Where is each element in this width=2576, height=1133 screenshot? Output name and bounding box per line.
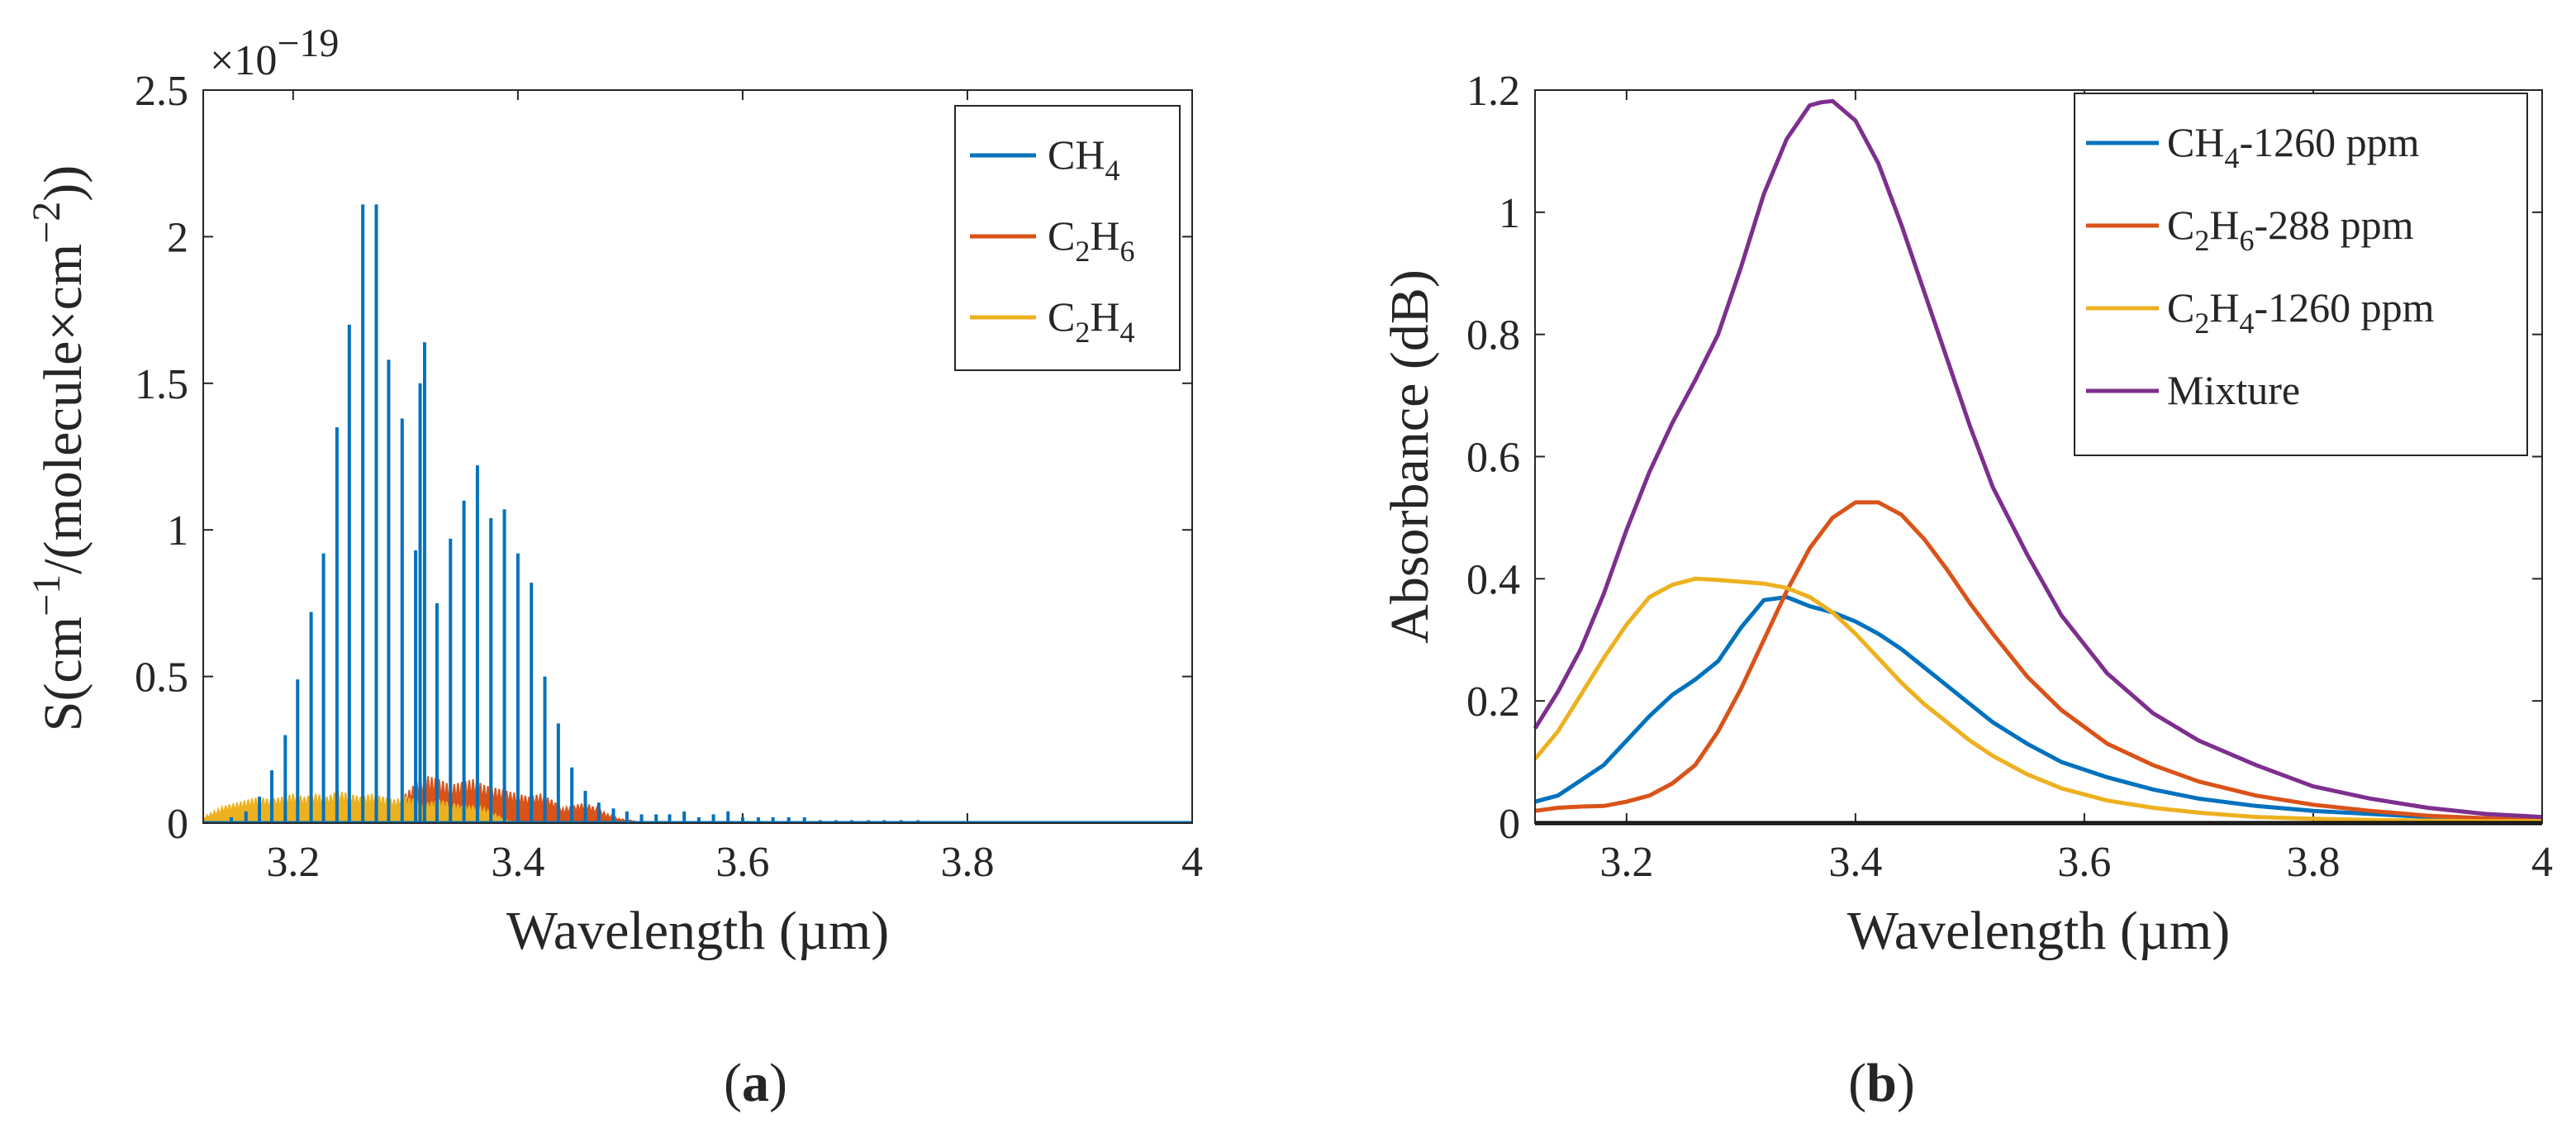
series-line-ch4-1260-ppm — [1534, 595, 2543, 821]
y-tick-label: 0.4 — [1466, 556, 1520, 603]
y-tick-label: 2 — [167, 214, 188, 261]
y-tick-label: 0 — [167, 801, 188, 848]
y-multiplier: ×10−19 — [210, 21, 339, 84]
legend-label-ch4: CH4-1260 ppm — [2167, 119, 2420, 174]
y-axis-ticks: 0 0.5 1 1.5 2 2.5 — [135, 68, 1192, 848]
series-line-mixture — [1533, 98, 2543, 820]
x-tick-label: 3.2 — [1599, 839, 1653, 886]
x-tick-label: 3.4 — [491, 839, 544, 886]
legend-entry-c2h4: C2H4-1260 ppm — [2086, 284, 2435, 340]
legend-entry-mixture: Mixture — [2086, 367, 2300, 413]
legend-label-c2h6: C2H6 — [1048, 212, 1134, 268]
x-tick-label: 4 — [2531, 839, 2553, 886]
x-tick-label: 3.6 — [715, 839, 769, 886]
legend-entry-c2h4: C2H4 — [970, 293, 1134, 349]
y-tick-label: 0 — [1499, 801, 1520, 848]
y-tick-label: 0.2 — [1466, 678, 1520, 726]
y-tick-label: 1 — [1499, 190, 1520, 237]
series-ch4-sticks — [230, 204, 1191, 823]
y-tick-label: 1.5 — [135, 361, 188, 408]
chart-panel-b: 0 0.2 0.4 0.6 0.8 1 1.2 3.2 3.4 3.6 3.8 4 Absorban… — [1380, 68, 2553, 1113]
x-tick-label: 3.8 — [940, 839, 994, 886]
legend: CH4 C2H6 C2H4 — [954, 105, 1181, 371]
legend-entry-ch4: CH4-1260 ppm — [2086, 119, 2420, 174]
x-tick-label: 3.4 — [1828, 839, 1882, 886]
legend-label-c2h4: C2H4 — [1048, 293, 1134, 349]
legend-label-ch4: CH4 — [1048, 131, 1119, 187]
legend: CH4-1260 ppm C2H6-288 ppm C2H4-1260 ppm … — [2074, 93, 2528, 456]
x-axis-ticks: 3.2 3.4 3.6 3.8 4 — [1599, 90, 2553, 886]
x-axis-label: Wavelength (µm) — [506, 901, 889, 961]
legend-entry-c2h6: C2H6-288 ppm — [2086, 202, 2414, 257]
plot-area — [202, 204, 1192, 824]
y-tick-label: 1.2 — [1466, 68, 1520, 115]
x-tick-label: 3.6 — [2057, 839, 2111, 886]
y-axis-label: S(cm−1/(molecule×cm−2)) — [25, 165, 93, 732]
legend-entry-c2h6: C2H6 — [970, 212, 1134, 268]
chart-panel-a: 0 0.5 1 1.5 2 2.5 3.2 3.4 3.6 3.8 4 ×10−19 S(cm−1… — [25, 21, 1203, 1113]
y-tick-label: 0.5 — [135, 655, 188, 702]
y-axis-ticks: 0 0.2 0.4 0.6 0.8 1 1.2 — [1466, 68, 2542, 848]
x-tick-label: 3.8 — [2286, 839, 2340, 886]
x-tick-label: 3.2 — [266, 839, 320, 886]
x-axis-ticks: 3.2 3.4 3.6 3.8 4 — [266, 90, 1203, 886]
panel-label-a: (a) — [724, 1053, 787, 1113]
legend-box — [2074, 93, 2528, 456]
x-tick-label: 4 — [1181, 839, 1203, 886]
series-line-c2h6-288-ppm — [1534, 500, 2543, 822]
y-tick-label: 0.8 — [1466, 312, 1520, 359]
legend-label-c2h4: C2H4-1260 ppm — [2167, 284, 2435, 340]
y-tick-label: 2.5 — [135, 68, 188, 115]
y-axis-label: Absorbance (dB) — [1380, 269, 1440, 644]
legend-label-mixture: Mixture — [2167, 367, 2300, 413]
series-line-c2h4-1260-ppm — [1533, 576, 2542, 824]
x-axis-label: Wavelength (µm) — [1847, 901, 2230, 961]
y-tick-label: 0.6 — [1466, 435, 1520, 482]
band-c2h4 — [202, 790, 518, 824]
panel-label-b: (b) — [1848, 1053, 1915, 1113]
axes-frame — [202, 89, 1193, 824]
y-tick-label: 1 — [167, 507, 188, 555]
legend-entry-ch4: CH4 — [970, 131, 1119, 187]
legend-label-c2h6: C2H6-288 ppm — [2167, 202, 2414, 257]
axes-frame — [1534, 89, 2543, 824]
